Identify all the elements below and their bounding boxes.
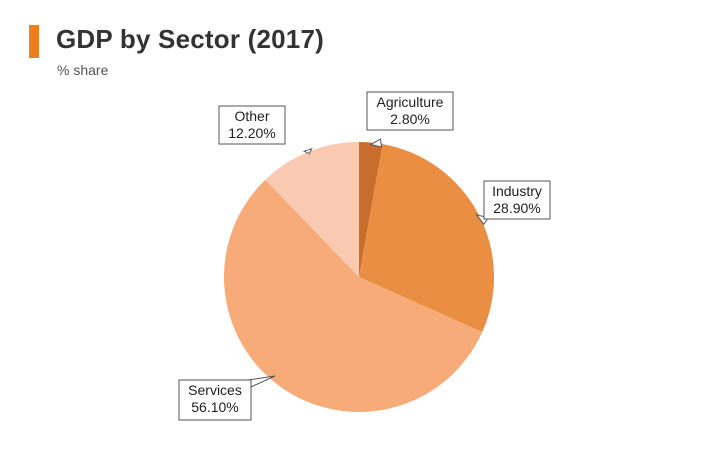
slice-value-label: 2.80% — [390, 111, 430, 127]
slice-label: Agriculture — [377, 94, 444, 110]
pie-slice-services — [224, 179, 483, 413]
pie-slices — [224, 142, 495, 413]
callout-box — [366, 91, 454, 131]
pie-slice-agriculture — [359, 142, 383, 277]
slice-label: Services — [188, 382, 242, 398]
chart-subtitle: % share — [57, 62, 109, 78]
pie-slice-other — [265, 142, 359, 277]
slice-value-label: 12.20% — [228, 125, 275, 141]
slice-value-label: 28.90% — [493, 200, 540, 216]
pie-slice-industry — [359, 144, 495, 333]
chart-title: GDP by Sector (2017) — [56, 24, 324, 54]
callout-box — [218, 105, 286, 145]
callout-pointer — [369, 138, 383, 148]
slice-label: Other — [234, 108, 269, 124]
slice-value-label: 56.10% — [191, 399, 238, 415]
slice-label: Industry — [492, 183, 542, 199]
callout-box — [483, 180, 551, 220]
title-accent-bar — [29, 25, 39, 58]
callout-pointer — [302, 147, 313, 155]
callout-box — [178, 379, 252, 421]
